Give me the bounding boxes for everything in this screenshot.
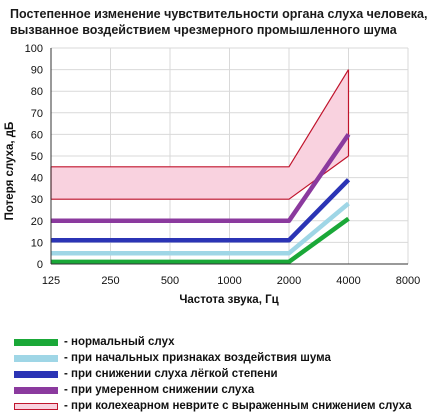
y-tick-label-8: 80: [31, 86, 43, 98]
y-axis-label: Потеря слуха, дБ: [4, 122, 16, 221]
legend-swatch-0: [14, 339, 58, 346]
x-tick-label-2: 500: [161, 275, 179, 287]
legend-swatch-1: [14, 355, 58, 362]
x-tick-label-1: 250: [101, 275, 119, 287]
y-tick-label-0: 0: [37, 259, 43, 271]
y-tick-label-3: 30: [31, 194, 43, 206]
legend-item-4: - при колехеарном неврите с выраженным с…: [14, 398, 424, 414]
legend-label-0: - нормальный слух: [64, 336, 175, 348]
y-tick-label-2: 20: [31, 216, 43, 228]
legend-swatch-4: [14, 403, 58, 410]
x-tick-label-4: 2000: [277, 275, 301, 287]
x-tick-label-6: 8000: [396, 275, 420, 287]
data-series: [51, 70, 349, 262]
legend-item-1: - при начальных признаках воздействия шу…: [14, 350, 424, 366]
legend-item-3: - при умеренном снижении слуха: [14, 382, 424, 398]
line-chart: 0 10 20 30 40 50 60 70 80 90 100 125 250 500 1000 2000 4…: [0, 0, 430, 330]
legend-item-0: - нормальный слух: [14, 334, 424, 350]
y-tick-label-7: 70: [31, 108, 43, 120]
series-line-1: [51, 204, 349, 254]
legend: - нормальный слух - при начальных признак…: [14, 334, 424, 414]
legend-item-2: - при снижении слуха лёгкой степени: [14, 366, 424, 382]
legend-swatch-2: [14, 371, 58, 378]
axes: 0 10 20 30 40 50 60 70 80 90 100 125 250 500 1000 2000 4…: [25, 43, 421, 287]
legend-label-1: - при начальных признаках воздействия шу…: [64, 352, 331, 364]
y-tick-label-4: 40: [31, 173, 43, 185]
y-tick-label-9: 90: [31, 65, 43, 77]
x-tick-label-3: 1000: [217, 275, 241, 287]
grid: [51, 48, 408, 264]
y-tick-label-6: 60: [31, 129, 43, 141]
x-tick-label-5: 4000: [336, 275, 360, 287]
legend-label-4: - при колехеарном неврите с выраженным с…: [64, 400, 412, 412]
x-tick-label-0: 125: [42, 275, 60, 287]
y-tick-label-5: 50: [31, 151, 43, 163]
legend-swatch-3: [14, 387, 58, 394]
y-tick-label-1: 10: [31, 237, 43, 249]
legend-label-3: - при умеренном снижении слуха: [64, 384, 254, 396]
y-tick-label-10: 100: [25, 43, 43, 55]
x-axis-label: Частота звука, Гц: [179, 294, 278, 306]
legend-label-2: - при снижении слуха лёгкой степени: [64, 368, 278, 380]
